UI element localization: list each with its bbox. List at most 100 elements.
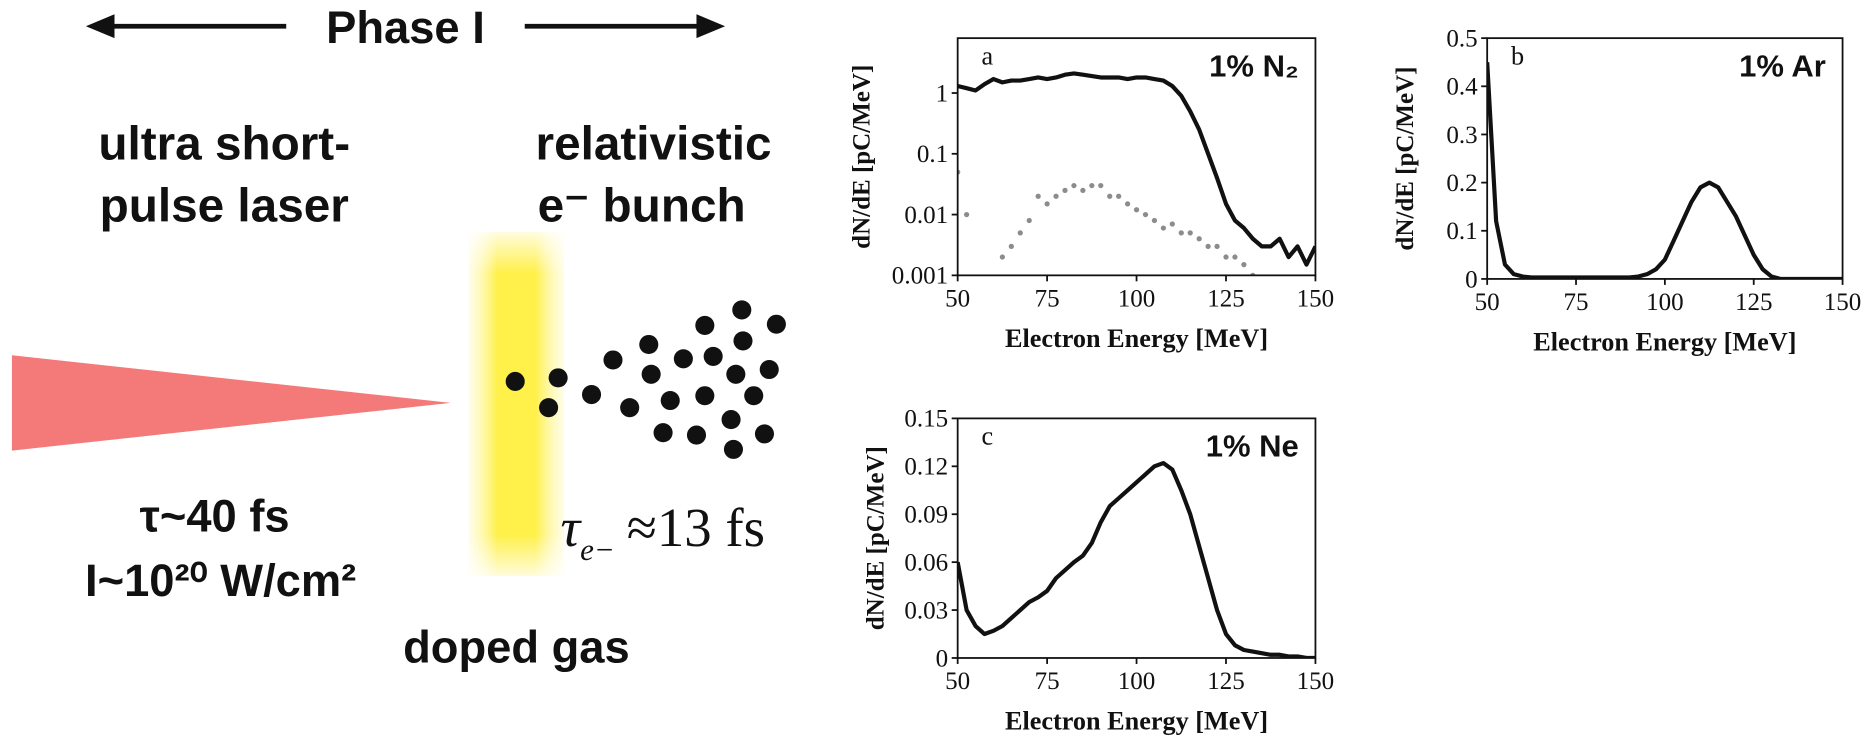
plot-area	[957, 461, 1316, 658]
electron	[744, 386, 764, 406]
data-point	[1089, 182, 1095, 189]
y-tick-label: 0.1	[917, 141, 948, 168]
electron	[505, 371, 525, 391]
electron	[581, 385, 602, 405]
data-point	[1080, 187, 1086, 194]
x-tick-label: 75	[1035, 668, 1060, 695]
data-point	[1241, 262, 1247, 268]
data-point	[1133, 207, 1140, 213]
arrow-head	[696, 14, 726, 39]
electron	[653, 423, 673, 443]
electron	[695, 386, 715, 406]
chart: 50 75 100 125 150 0.001 0.01 0.1 1 Electron Energ…	[848, 37, 1335, 353]
bunch-label: e⁻ bunch	[538, 180, 746, 233]
electron	[721, 410, 741, 430]
y-tick-label: 1	[936, 80, 949, 107]
data-line	[957, 461, 1316, 658]
laser-label: ultra short-	[98, 118, 350, 171]
x-tick-label: 150	[1824, 289, 1862, 316]
y-axis-label: dN/dE [pC/MeV]	[863, 446, 890, 630]
y-tick-label: 0.1	[1446, 218, 1477, 245]
phase-label: Phase I	[326, 2, 485, 53]
annotation: 1% Ne	[1206, 429, 1299, 464]
plot-frame	[956, 417, 1317, 659]
y-tick-label: 0.09	[904, 502, 948, 529]
data-line	[1487, 62, 1843, 279]
annotation: 1% Ar	[1739, 48, 1826, 83]
panel-letter: a	[982, 41, 994, 70]
electron	[639, 334, 659, 355]
electron	[673, 349, 693, 369]
bunch-label: relativistic	[536, 118, 772, 171]
intensity: I~10²⁰ W/cm²	[85, 555, 356, 606]
y-tick-label: 0.4	[1446, 74, 1478, 101]
y-tick-label: 0	[1465, 266, 1478, 293]
y-axis-label: dN/dE [pC/MeV]	[848, 65, 875, 249]
laser-label: pulse laser	[100, 180, 349, 233]
electron	[726, 364, 746, 384]
x-tick-label: 75	[1035, 285, 1060, 312]
x-tick-label: 75	[1564, 289, 1589, 316]
data-point	[1205, 243, 1211, 249]
laser-pulse	[11, 355, 451, 451]
data-point	[963, 211, 970, 218]
x-tick-label: 150	[1297, 668, 1335, 695]
data-point	[1160, 225, 1167, 231]
electron	[695, 315, 715, 335]
annotation: 1% N₂	[1209, 48, 1299, 83]
pulse-duration: τ~40 fs	[140, 491, 290, 542]
data-line	[957, 71, 1316, 267]
electron	[539, 398, 559, 418]
y-tick-label: 0.03	[904, 597, 948, 624]
chart: 50 75 100 125 150 0 0.1 0.2 0.3 0.4 0.5 Electron En…	[1392, 25, 1861, 356]
x-tick-label: 100	[1118, 285, 1156, 312]
gas-label: doped gas	[403, 622, 630, 673]
data-point	[1017, 230, 1023, 236]
x-tick-label: 100	[1646, 289, 1684, 316]
y-axis-label: dN/dE [pC/MeV]	[1392, 66, 1419, 250]
data-point	[1178, 230, 1184, 236]
duration-value: ≈13 fs	[627, 497, 765, 558]
x-tick-label: 125	[1207, 668, 1245, 695]
plot-area	[1487, 62, 1843, 279]
y-tick-label: 0.06	[904, 549, 948, 576]
y-tick-label: 0.5	[1446, 25, 1477, 52]
electron	[732, 300, 752, 320]
data-point	[1053, 193, 1059, 199]
panel-letter: b	[1511, 41, 1524, 70]
electron	[723, 439, 743, 459]
tau-subscript: e−	[580, 532, 615, 567]
electron	[759, 359, 779, 380]
x-tick-label: 150	[1297, 285, 1335, 312]
electron	[620, 398, 640, 418]
electron	[686, 425, 707, 445]
panel-letter: c	[982, 422, 994, 451]
electron	[603, 350, 623, 370]
data-point	[1116, 193, 1122, 199]
x-tick-label: 50	[1475, 289, 1500, 316]
data-point	[1026, 217, 1032, 224]
data-point	[1151, 217, 1158, 224]
electron	[703, 346, 723, 366]
data-point	[1169, 221, 1175, 227]
data-point	[1062, 187, 1068, 194]
data-point	[1223, 254, 1229, 260]
x-tick-label: 50	[945, 285, 970, 312]
y-tick-label: 0.2	[1446, 170, 1477, 197]
bunch-duration: τe− ≈13 fs	[561, 497, 766, 567]
electron	[733, 331, 753, 351]
plot-frame	[956, 37, 1317, 277]
diagram: Phase I ultra short- pulse laser relativ…	[11, 2, 786, 673]
y-tick-label: 0.01	[904, 202, 948, 229]
data-point	[999, 254, 1006, 260]
electron	[548, 368, 568, 388]
data-point	[1035, 193, 1041, 199]
plot-area	[957, 71, 1316, 276]
data-point	[1196, 236, 1202, 242]
electron	[641, 364, 661, 384]
data-point	[1187, 230, 1193, 236]
electron-bunch	[505, 300, 786, 459]
data-point	[1098, 182, 1104, 189]
y-tick-label: 0.001	[892, 263, 948, 290]
